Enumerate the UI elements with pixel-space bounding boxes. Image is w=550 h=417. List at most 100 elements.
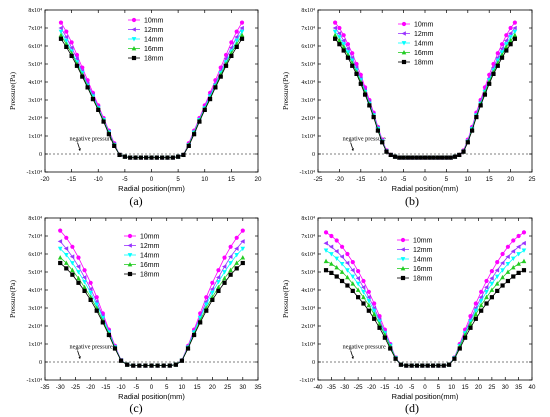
chart-d-svg: -40 -35 -30 -25 -20 -15 -10 -5 0 5 10 15 20 25 30 35 40 -… xyxy=(281,216,536,401)
data-point xyxy=(76,275,81,281)
data-point xyxy=(64,266,69,271)
data-point xyxy=(58,29,64,35)
data-point xyxy=(69,53,74,58)
data-point xyxy=(392,154,398,159)
data-point xyxy=(479,308,484,313)
y-tick-label: -1x10⁴ xyxy=(299,170,315,176)
data-point xyxy=(512,36,517,41)
y-tick-label: 5x10⁴ xyxy=(301,62,315,68)
data-point xyxy=(510,248,516,254)
data-point xyxy=(63,260,69,265)
data-point xyxy=(478,103,483,108)
data-point xyxy=(240,228,245,233)
data-point xyxy=(427,155,432,160)
data-point xyxy=(478,298,484,304)
data-point xyxy=(176,154,181,159)
data-point xyxy=(323,230,329,235)
data-point xyxy=(505,262,511,267)
data-point xyxy=(222,280,227,285)
y-tick-label: 1x10⁴ xyxy=(28,342,42,348)
data-point xyxy=(361,294,366,300)
data-point xyxy=(192,132,197,137)
data-point xyxy=(334,264,340,270)
chart-caption-c: (c) xyxy=(129,401,143,415)
data-point xyxy=(499,46,504,52)
data-point xyxy=(70,244,75,249)
data-point xyxy=(494,274,500,280)
data-point xyxy=(494,267,500,273)
series-18mm xyxy=(58,36,245,160)
data-point xyxy=(70,267,75,273)
data-point xyxy=(420,363,425,368)
data-point xyxy=(234,266,239,271)
data-point xyxy=(339,244,345,249)
data-point xyxy=(425,363,430,368)
legend-label: 10mm xyxy=(413,238,433,245)
data-point xyxy=(333,20,338,25)
data-point xyxy=(64,44,69,49)
data-point xyxy=(350,51,355,56)
y-tick-label: 0 xyxy=(312,152,315,158)
data-point xyxy=(185,346,191,351)
x-tick-label: 10 xyxy=(201,176,208,183)
data-point xyxy=(473,316,478,321)
data-point xyxy=(377,321,382,327)
data-point xyxy=(94,302,100,307)
data-point xyxy=(239,20,245,25)
x-tick-label: -5 xyxy=(122,176,128,183)
data-point xyxy=(138,155,143,160)
chart-b-svg: -25 -20 -15 -10 -5 0 5 10 15 20 25 -1x10⁴ 0 1x10⁴ 2x10… xyxy=(281,8,536,193)
data-point xyxy=(512,29,518,35)
negative-pressure-annotation: negative pressure xyxy=(343,136,386,143)
data-point xyxy=(198,320,203,325)
x-tick-label: -5 xyxy=(401,176,407,183)
data-point xyxy=(210,297,215,302)
x-tick-label: -20 xyxy=(41,176,51,183)
data-point xyxy=(409,363,414,368)
data-point xyxy=(361,289,366,295)
x-tick-label: 0 xyxy=(423,176,427,183)
data-point xyxy=(213,85,218,90)
legend-marker xyxy=(127,261,133,267)
y-tick-label: 4x10⁴ xyxy=(28,288,42,294)
data-point xyxy=(160,155,165,160)
data-point xyxy=(323,248,329,253)
x-axis-label: Radial position(mm) xyxy=(118,184,185,193)
data-point xyxy=(58,260,63,266)
data-point xyxy=(422,155,428,160)
x-tick-label: 0 xyxy=(150,384,154,391)
data-point xyxy=(192,332,197,338)
data-point xyxy=(367,103,372,108)
data-point xyxy=(436,363,441,368)
x-tick-label: -10 xyxy=(117,384,127,391)
data-point xyxy=(345,42,351,47)
legend-marker xyxy=(400,257,406,262)
data-point xyxy=(74,63,80,68)
data-point xyxy=(521,248,527,253)
data-point xyxy=(495,288,500,293)
data-point xyxy=(155,363,160,368)
y-tick-label: 1x10⁴ xyxy=(28,134,42,140)
data-point xyxy=(240,246,246,252)
data-point xyxy=(345,268,350,273)
y-tick-label: 3x10⁴ xyxy=(28,98,42,104)
data-point xyxy=(64,235,69,240)
legend-marker xyxy=(401,21,407,27)
x-tick-label: -15 xyxy=(356,176,366,183)
data-point xyxy=(505,269,511,274)
data-point xyxy=(85,85,90,90)
x-tick-label: 15 xyxy=(486,176,493,183)
data-point xyxy=(355,287,361,292)
data-point xyxy=(88,290,93,296)
data-point xyxy=(521,240,526,246)
chart-caption-a: (a) xyxy=(129,194,143,208)
y-tick-label: -1x10⁴ xyxy=(26,378,42,384)
data-point xyxy=(404,363,409,368)
data-point xyxy=(222,255,227,260)
data-point xyxy=(82,288,87,293)
data-point xyxy=(202,107,207,112)
x-tick-label: 20 xyxy=(209,384,216,391)
data-point xyxy=(149,363,154,368)
y-tick-label: 7x10⁴ xyxy=(301,234,315,240)
data-point xyxy=(360,284,366,290)
